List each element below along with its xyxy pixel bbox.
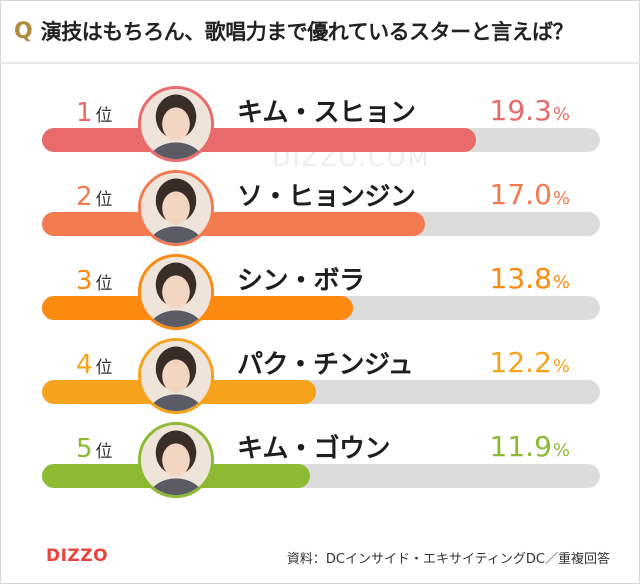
bar-track [42, 212, 600, 236]
data-label-unit: % [552, 104, 570, 125]
brand-logo: DIZZO [46, 546, 109, 566]
rank-number: 1 [76, 98, 93, 128]
data-label: 13.8% [490, 262, 570, 295]
bar-track [42, 128, 600, 152]
avatar [138, 338, 214, 414]
category-label: キム・スヒョン [237, 98, 416, 128]
rank-unit: 位 [95, 442, 113, 462]
rank-unit: 位 [95, 106, 113, 126]
category-label: パク・チンジュ [237, 350, 414, 380]
portrait-icon [141, 425, 211, 495]
header-divider [0, 62, 640, 64]
data-label-value: 12.2 [489, 346, 552, 379]
data-label: 11.9% [490, 430, 570, 463]
data-label: 12.2% [490, 346, 570, 379]
bar-row: 4 位 パク・チンジュ 12.2% [0, 334, 640, 418]
bar-track [42, 296, 600, 320]
data-label-unit: % [552, 272, 570, 293]
data-label-unit: % [552, 440, 570, 461]
bar [42, 212, 425, 236]
rank-unit: 位 [95, 358, 113, 378]
avatar [138, 254, 214, 330]
chart-header: Q 演技はもちろん、歌唱力まで優れているスターと言えば？ [0, 0, 640, 62]
data-label-value: 13.8 [489, 262, 552, 295]
chart-title: 演技はもちろん、歌唱力まで優れているスターと言えば？ [40, 20, 574, 44]
bar-track [42, 380, 600, 404]
bar-row: 1 位 キム・スヒョン 19.3% [0, 82, 640, 166]
portrait-icon [141, 89, 211, 159]
category-label: キム・ゴウン [237, 434, 391, 464]
bar-row: 2 位 ソ・ヒョンジン 17.0% [0, 166, 640, 250]
rank-number: 3 [76, 266, 93, 296]
rank-unit: 位 [95, 190, 113, 210]
bar-track [42, 464, 600, 488]
rank-number: 2 [76, 182, 93, 212]
bar [42, 128, 476, 152]
portrait-icon [141, 173, 211, 243]
portrait-icon [141, 257, 211, 327]
bar-row: 3 位 シン・ボラ 13.8% [0, 250, 640, 334]
bar-row: 5 位 キム・ゴウン 11.9% [0, 418, 640, 502]
data-label-value: 19.3 [489, 94, 552, 127]
rank-number: 4 [76, 350, 93, 380]
data-label-unit: % [552, 356, 570, 377]
source-note: 資料：DCインサイド・エキサイティングDC／重複回答 [286, 552, 610, 567]
avatar [138, 422, 214, 498]
category-label: シン・ボラ [237, 266, 365, 296]
avatar [138, 170, 214, 246]
question-mark-label: Q [14, 18, 33, 44]
data-label-unit: % [552, 188, 570, 209]
category-label: ソ・ヒョンジン [237, 182, 416, 212]
data-label-value: 17.0 [489, 178, 552, 211]
portrait-icon [141, 341, 211, 411]
data-label: 19.3% [490, 94, 570, 127]
avatar [138, 86, 214, 162]
data-label: 17.0% [490, 178, 570, 211]
data-label-value: 11.9 [489, 430, 552, 463]
rank-unit: 位 [95, 274, 113, 294]
rank-number: 5 [76, 434, 93, 464]
